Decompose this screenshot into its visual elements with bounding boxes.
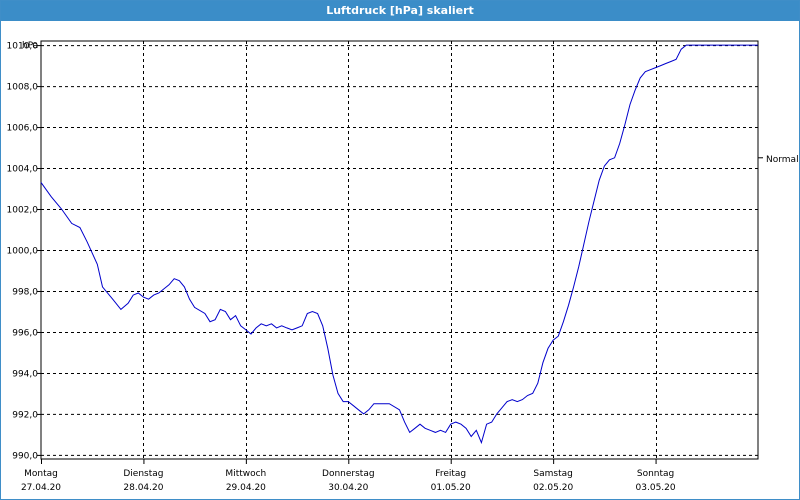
reference-label: Normal — [766, 155, 799, 165]
y-tick-label: 998,0 — [12, 287, 38, 297]
plot-frame — [40, 40, 759, 460]
y-tick-label: 994,0 — [12, 369, 38, 379]
x-tick-label-date: 30.04.20 — [328, 483, 368, 493]
y-tick-label: 1000,0 — [7, 247, 39, 257]
y-tick-label: 1008,0 — [7, 83, 39, 93]
series-layer — [40, 44, 758, 445]
y-axis-label: hPa — [22, 41, 38, 51]
x-tick-label-date: 28.04.20 — [123, 483, 163, 493]
y-tick-label: 992,0 — [12, 410, 38, 420]
x-tick-label-date: 29.04.20 — [226, 483, 266, 493]
x-tick-label-day: Dienstag — [123, 469, 163, 479]
y-tick-label: 1004,0 — [7, 165, 39, 175]
x-tick-label-day: Sonntag — [637, 469, 674, 479]
pressure-line — [40, 44, 758, 445]
x-tick-label-date: 27.04.20 — [21, 483, 61, 493]
y-tick-label: 996,0 — [12, 328, 38, 338]
x-tick-label-date: 03.05.20 — [636, 483, 676, 493]
y-tick-label: 990,0 — [12, 451, 38, 461]
x-tick-label-day: Samstag — [533, 469, 572, 479]
x-tick-label-date: 02.05.20 — [533, 483, 573, 493]
y-tick-label: 1002,0 — [7, 206, 39, 216]
x-tick-label-date: 01.05.20 — [431, 483, 471, 493]
x-tick-label-day: Montag — [24, 469, 58, 479]
y-tick-label: 1010,0 — [7, 42, 39, 52]
x-tick-label-day: Donnerstag — [322, 469, 375, 479]
x-tick-label-day: Mittwoch — [225, 469, 266, 479]
y-tick-label: 1006,0 — [7, 124, 39, 134]
grid — [41, 41, 758, 459]
x-tick-label-day: Freitag — [435, 469, 466, 479]
axes — [37, 40, 763, 464]
window-title: Luftdruck [hPa] skaliert — [1, 1, 799, 21]
pressure-chart: 990,0 992,0 994,0 996,0 998,0 1000,0 1002,0 100… — [7, 40, 799, 493]
tick-labels: 990,0 992,0 994,0 996,0 998,0 1000,0 1002,0 100… — [7, 41, 799, 493]
